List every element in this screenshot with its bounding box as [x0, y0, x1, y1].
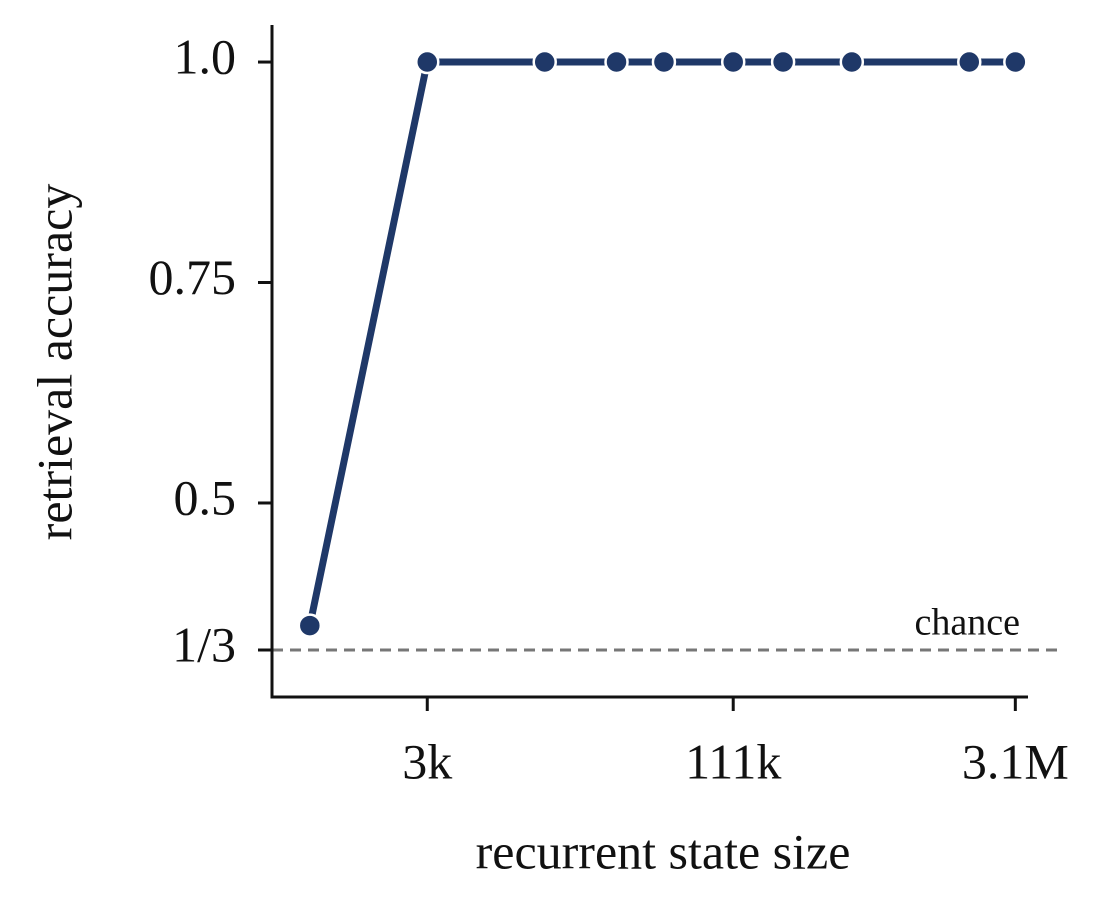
data-point: [720, 49, 746, 75]
data-point: [770, 49, 796, 75]
y-tick-label: 1/3: [172, 616, 236, 672]
x-tick-label: 111k: [685, 733, 781, 789]
data-point: [1003, 49, 1028, 75]
data-point: [839, 49, 865, 75]
reference-label: chance: [915, 602, 1020, 644]
y-tick-label: 0.5: [174, 469, 237, 525]
y-axis-label: retrieval accuracy: [26, 184, 82, 541]
data-point: [651, 49, 677, 75]
data-point: [297, 613, 323, 638]
data-point: [532, 49, 557, 75]
x-tick-label: 3k: [402, 733, 452, 789]
x-axis-label: recurrent state size: [476, 823, 851, 879]
data-point: [957, 49, 982, 75]
series-line: [306, 58, 1016, 627]
y-tick-label: 1.0: [174, 29, 237, 85]
data-point: [415, 49, 440, 75]
y-tick-label: 0.75: [149, 249, 237, 305]
x-tick-label: 3.1M: [962, 733, 1069, 789]
data-point: [604, 49, 629, 75]
